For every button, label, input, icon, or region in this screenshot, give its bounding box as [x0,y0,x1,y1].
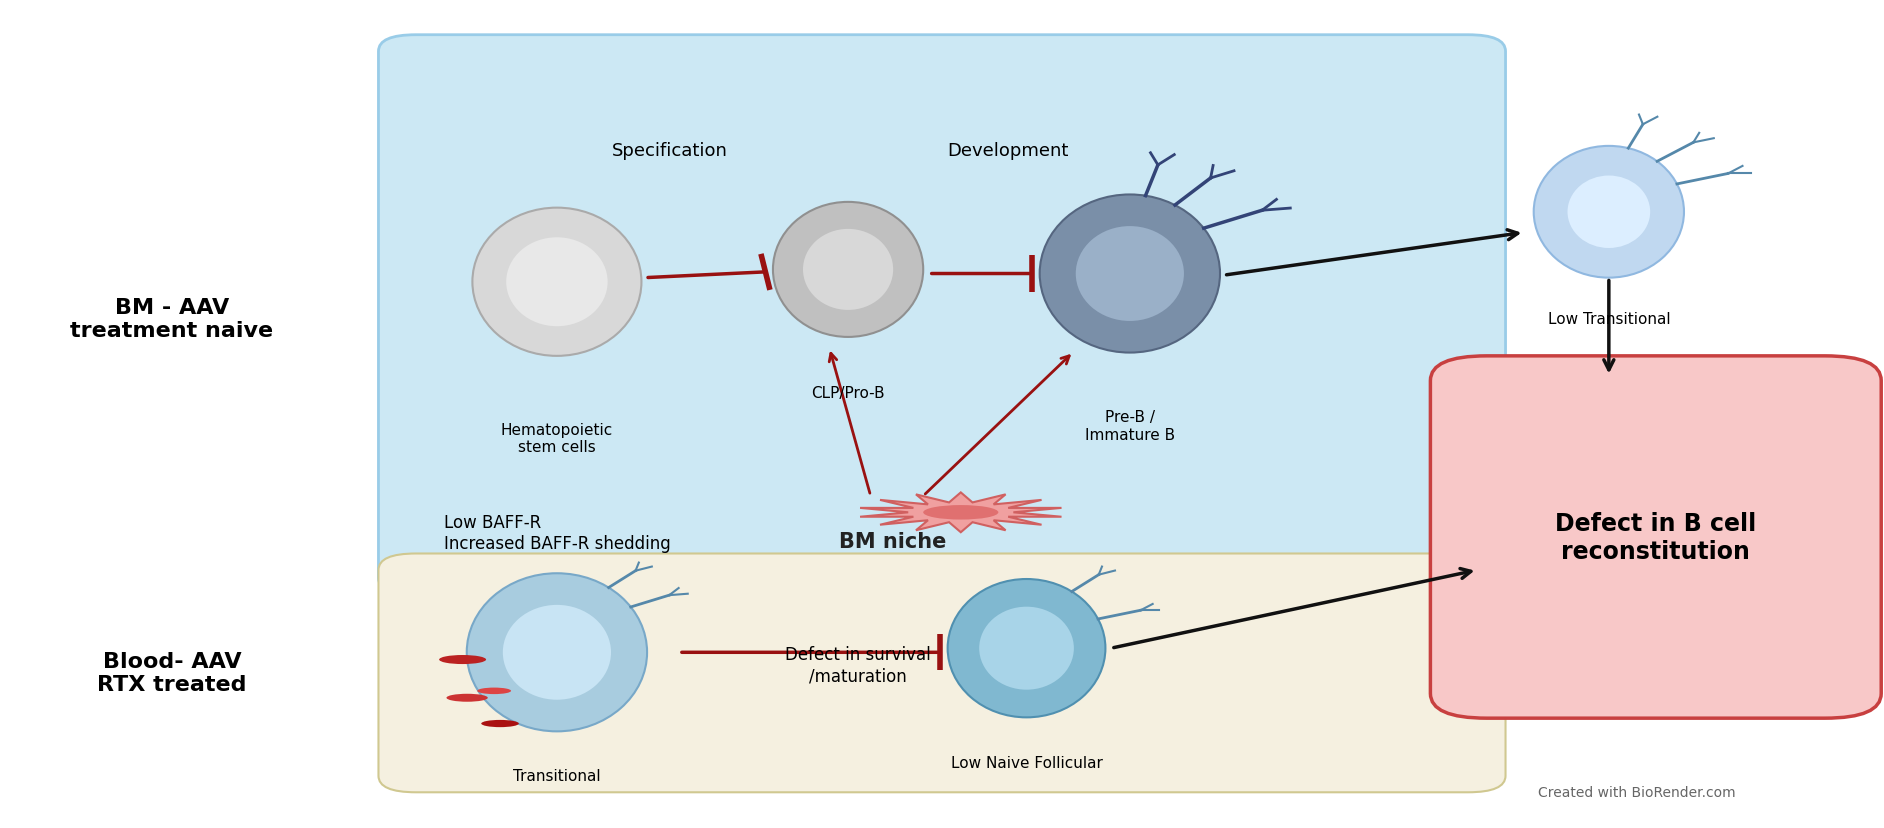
Ellipse shape [923,505,999,520]
Text: Transitional: Transitional [512,768,601,782]
Text: Development: Development [948,142,1068,160]
FancyBboxPatch shape [379,36,1505,595]
Ellipse shape [1534,147,1684,278]
Text: Hematopoietic
stem cells: Hematopoietic stem cells [501,422,612,455]
Polygon shape [861,493,1061,532]
Ellipse shape [467,574,646,731]
Ellipse shape [1567,176,1650,248]
Text: Low Transitional: Low Transitional [1547,311,1669,326]
Ellipse shape [473,209,641,356]
Text: Blood- AAV
RTX treated: Blood- AAV RTX treated [98,652,247,695]
FancyBboxPatch shape [1430,356,1882,719]
Ellipse shape [477,688,511,694]
Text: Defect in survival
/maturation: Defect in survival /maturation [784,646,931,684]
Text: Low Naive Follicular: Low Naive Follicular [951,755,1102,770]
Ellipse shape [980,607,1074,690]
Ellipse shape [480,720,518,727]
Text: Created with BioRender.com: Created with BioRender.com [1537,785,1735,799]
Ellipse shape [803,229,893,310]
Ellipse shape [439,655,486,664]
Ellipse shape [507,238,609,327]
Text: BM niche: BM niche [838,532,946,551]
Text: Low BAFF-R
Increased BAFF-R shedding: Low BAFF-R Increased BAFF-R shedding [445,514,671,552]
Text: CLP/Pro-B: CLP/Pro-B [812,385,885,400]
Ellipse shape [503,605,610,700]
FancyBboxPatch shape [379,554,1505,792]
Ellipse shape [772,203,923,338]
Ellipse shape [447,694,488,702]
Text: Pre-B /
Immature B: Pre-B / Immature B [1085,410,1176,442]
Ellipse shape [948,580,1106,718]
Ellipse shape [1040,195,1221,353]
Text: Defect in B cell
reconstitution: Defect in B cell reconstitution [1554,512,1756,563]
Ellipse shape [1076,227,1183,321]
Text: Specification: Specification [612,142,727,160]
Text: BM - AAV
treatment naive: BM - AAV treatment naive [70,298,273,341]
